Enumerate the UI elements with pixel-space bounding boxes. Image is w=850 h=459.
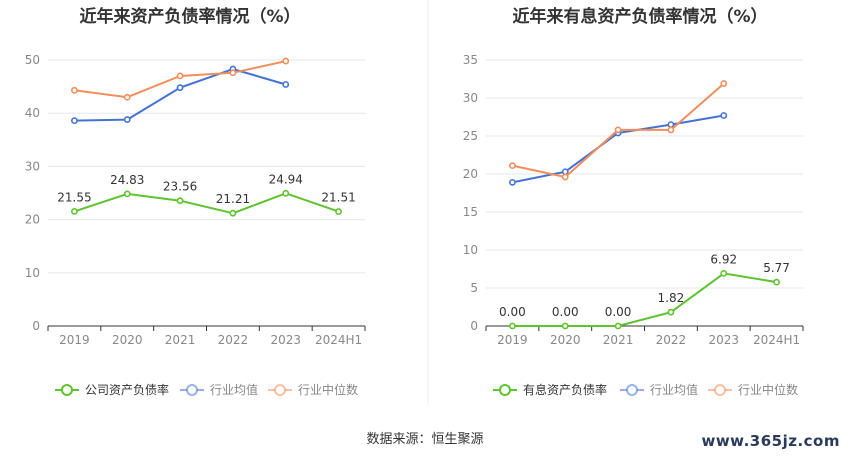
- data-point-company: [773, 278, 780, 286]
- data-point-industry-median: [667, 126, 675, 134]
- legend-label: 公司资产负债率: [85, 382, 169, 397]
- data-label: 0.00: [499, 305, 526, 319]
- legend-marker: [186, 384, 198, 396]
- series-line-company: [512, 272, 777, 327]
- legend-marker: [499, 384, 511, 396]
- data-point-industry-average: [667, 121, 675, 128]
- chart-title: 近年来有息资产负债率情况（%）: [512, 6, 767, 27]
- data-point-company: [614, 322, 622, 330]
- data-point-company: [720, 270, 728, 277]
- legend-item-company: 有息资产负债率: [493, 382, 607, 397]
- y-tick-label: 20: [463, 167, 478, 181]
- data-point-company: [282, 189, 290, 197]
- data-point-industry-median: [229, 69, 237, 77]
- y-tick-label: 30: [25, 159, 40, 173]
- series-line-company: [74, 192, 339, 215]
- legend-item-industry-median: 行业中位数: [708, 382, 798, 397]
- data-point-industry-median: [282, 57, 290, 65]
- data-point-industry-average: [71, 117, 78, 125]
- legend-marker: [274, 384, 286, 396]
- x-tick-label: 2023: [708, 333, 739, 347]
- data-point-industry-average: [509, 178, 516, 186]
- legend-item-industry-average: 行业均值: [180, 382, 258, 397]
- x-tick-label: 2021: [603, 333, 634, 347]
- y-tick-label: 15: [463, 205, 478, 219]
- data-point-industry-average: [720, 112, 728, 119]
- data-label: 0.00: [605, 305, 632, 319]
- data-point-industry-median: [176, 72, 184, 80]
- legend-item-industry-average: 行业均值: [620, 382, 698, 397]
- legend-label: 行业均值: [650, 382, 698, 397]
- y-tick-label: 35: [463, 53, 478, 67]
- data-point-industry-average: [176, 84, 184, 92]
- x-tick-label: 2021: [165, 333, 196, 347]
- y-tick-label: 0: [32, 319, 40, 333]
- legend-marker: [61, 384, 73, 396]
- y-tick-label: 25: [463, 129, 478, 143]
- y-tick-label: 40: [25, 106, 40, 120]
- x-tick-label: 2020: [112, 333, 143, 347]
- data-point-company: [667, 308, 675, 316]
- chart-title: 近年来资产负债率情况（%）: [79, 6, 300, 27]
- x-tick-label: 2019: [497, 333, 528, 347]
- legend-label: 有息资产负债率: [523, 382, 607, 397]
- data-point-industry-median: [720, 80, 728, 87]
- x-tick-label: 2022: [218, 333, 249, 347]
- y-tick-label: 30: [463, 91, 478, 105]
- legend-item-industry-median: 行业中位数: [268, 382, 358, 397]
- data-point-company: [123, 190, 131, 198]
- debt-ratio-chart: 近年来资产负债率情况（%） 0 10 20 30 40 50 2019 2020 2021 2022…: [25, 6, 366, 397]
- data-point-industry-median: [509, 162, 516, 170]
- data-point-company: [561, 322, 569, 330]
- site-watermark: www.365jz.com: [701, 432, 840, 450]
- data-point-company: [335, 208, 342, 215]
- data-label: 6.92: [710, 252, 737, 266]
- data-label: 24.83: [110, 173, 144, 187]
- x-tick-label: 2022: [656, 333, 687, 347]
- x-tick-label: 2024H1: [753, 333, 800, 347]
- data-point-industry-median: [123, 93, 131, 101]
- data-label: 5.77: [763, 261, 790, 275]
- data-label: 23.56: [163, 180, 197, 194]
- y-tick-label: 5: [470, 281, 478, 295]
- data-source-note: 数据来源：恒生聚源: [366, 432, 484, 447]
- legend-marker: [714, 384, 726, 396]
- data-point-company: [229, 209, 237, 217]
- interest-bearing-debt-ratio-chart: 近年来有息资产负债率情况（%） 0 5 10 15 20 25 30 35 2019 2020 202…: [463, 6, 804, 397]
- x-tick-label: 2023: [270, 333, 301, 347]
- y-tick-label: 20: [25, 213, 40, 227]
- legend-label: 行业中位数: [738, 382, 798, 397]
- data-label: 1.82: [658, 291, 685, 305]
- data-point-industry-median: [561, 173, 569, 181]
- data-point-company: [176, 197, 184, 205]
- data-label: 21.55: [57, 190, 91, 204]
- legend-marker: [626, 384, 638, 396]
- x-tick-label: 2020: [550, 333, 581, 347]
- data-point-industry-median: [71, 86, 78, 94]
- y-tick-label: 10: [463, 243, 478, 257]
- data-label: 0.00: [552, 305, 579, 319]
- data-point-company: [509, 322, 516, 330]
- data-point-industry-median: [614, 126, 622, 134]
- data-label: 24.94: [269, 172, 303, 186]
- legend-item-company: 公司资产负债率: [55, 382, 169, 397]
- legend-label: 行业均值: [210, 382, 258, 397]
- y-tick-label: 0: [470, 319, 478, 333]
- y-tick-label: 50: [25, 53, 40, 67]
- data-point-company: [71, 207, 78, 215]
- data-label: 21.21: [216, 192, 250, 206]
- data-label: 21.51: [321, 191, 355, 205]
- y-tick-label: 10: [25, 266, 40, 280]
- data-point-industry-average: [282, 81, 290, 88]
- data-point-industry-average: [123, 116, 131, 123]
- legend-label: 行业中位数: [298, 382, 358, 397]
- data-point-industry-average: [561, 168, 569, 176]
- x-tick-label: 2024H1: [315, 333, 362, 347]
- x-tick-label: 2019: [59, 333, 90, 347]
